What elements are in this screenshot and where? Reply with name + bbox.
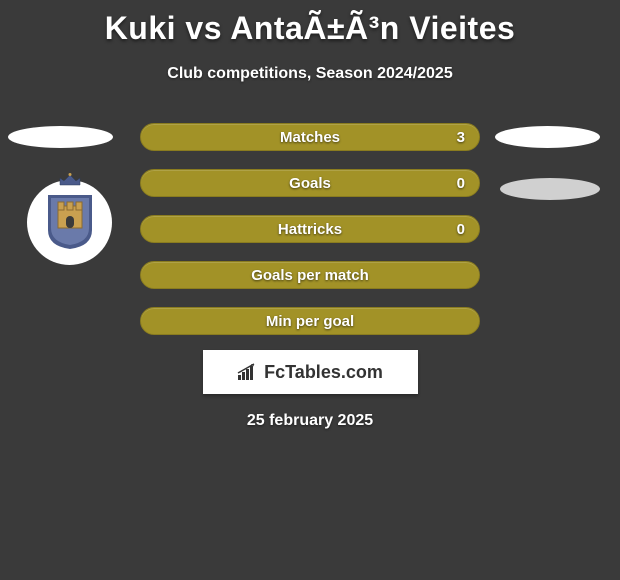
stat-value: 0: [457, 221, 465, 238]
stat-label: Goals: [289, 175, 331, 192]
shield-icon: [45, 192, 95, 252]
stat-bar-hattricks: Hattricks 0: [140, 215, 480, 243]
bars-icon: [237, 363, 259, 381]
stat-bar-goals-per-match: Goals per match: [140, 261, 480, 289]
stat-label: Hattricks: [278, 221, 342, 238]
ellipse-right-mid: [500, 178, 600, 200]
stat-bar-min-per-goal: Min per goal: [140, 307, 480, 335]
ellipse-right-top: [495, 126, 600, 148]
subtitle: Club competitions, Season 2024/2025: [0, 65, 620, 83]
ellipse-left-top: [8, 126, 113, 148]
stat-value: 0: [457, 175, 465, 192]
stat-bar-matches: Matches 3: [140, 123, 480, 151]
club-badge-left: [20, 178, 119, 265]
page-title: Kuki vs AntaÃ±Ã³n Vieites: [0, 0, 620, 47]
stat-value: 3: [457, 129, 465, 146]
source-content: FcTables.com: [237, 362, 383, 383]
crown-icon: [58, 173, 82, 187]
stat-bar-goals: Goals 0: [140, 169, 480, 197]
date-text: 25 february 2025: [0, 412, 620, 430]
source-box: FcTables.com: [203, 350, 418, 394]
source-label: FcTables.com: [264, 362, 383, 383]
stat-label: Goals per match: [251, 267, 369, 284]
stat-label: Matches: [280, 129, 340, 146]
stat-label: Min per goal: [266, 313, 354, 330]
